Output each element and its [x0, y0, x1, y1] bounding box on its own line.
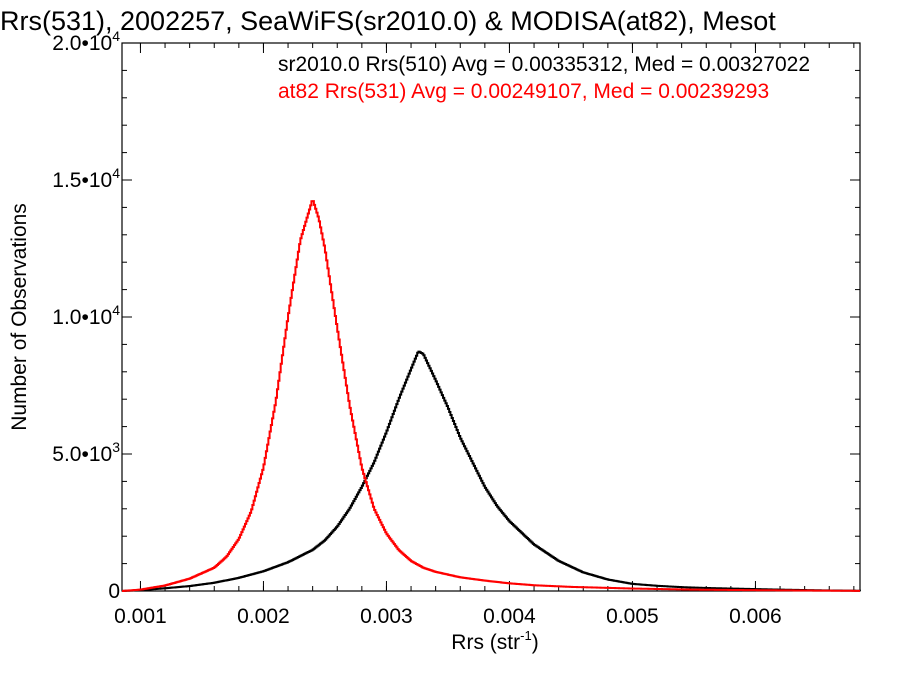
y-tick-label: 0: [108, 580, 120, 603]
annotation-sr2010: sr2010.0 Rrs(510) Avg = 0.00335312, Med …: [278, 53, 810, 76]
chart-title: Rrs(531), 2002257, SeaWiFS(sr2010.0) & M…: [0, 6, 776, 36]
x-tick-label: 0.004: [483, 605, 536, 628]
plot-frame: [121, 42, 861, 592]
x-tick-label: 0.002: [237, 605, 290, 628]
x-tick-labels: 0.001 0.002 0.003 0.004 0.005 0.006: [114, 605, 782, 628]
axis-ticks: [122, 42, 860, 592]
x-tick-label: 0.001: [114, 605, 167, 628]
annotation-at82: at82 Rrs(531) Avg = 0.00249107, Med = 0.…: [278, 80, 769, 103]
x-tick-label: 0.005: [606, 605, 659, 628]
x-tick-label: 0.006: [729, 605, 782, 628]
series-group: [122, 200, 861, 592]
x-axis-label: Rrs (str-1): [451, 628, 538, 654]
y-tick-label: 2.0•104: [52, 28, 120, 55]
y-tick-label: 1.0•104: [52, 302, 120, 329]
x-tick-label: 0.003: [360, 605, 413, 628]
y-tick-labels: 0 5.0•103 1.0•104 1.5•104 2.0•104: [52, 28, 120, 603]
y-tick-label: 5.0•103: [52, 439, 120, 466]
y-tick-label: 1.5•104: [52, 165, 120, 192]
y-axis-label: Number of Observations: [8, 203, 31, 431]
series-line-1: [122, 200, 860, 592]
series-line-0: [122, 350, 861, 592]
